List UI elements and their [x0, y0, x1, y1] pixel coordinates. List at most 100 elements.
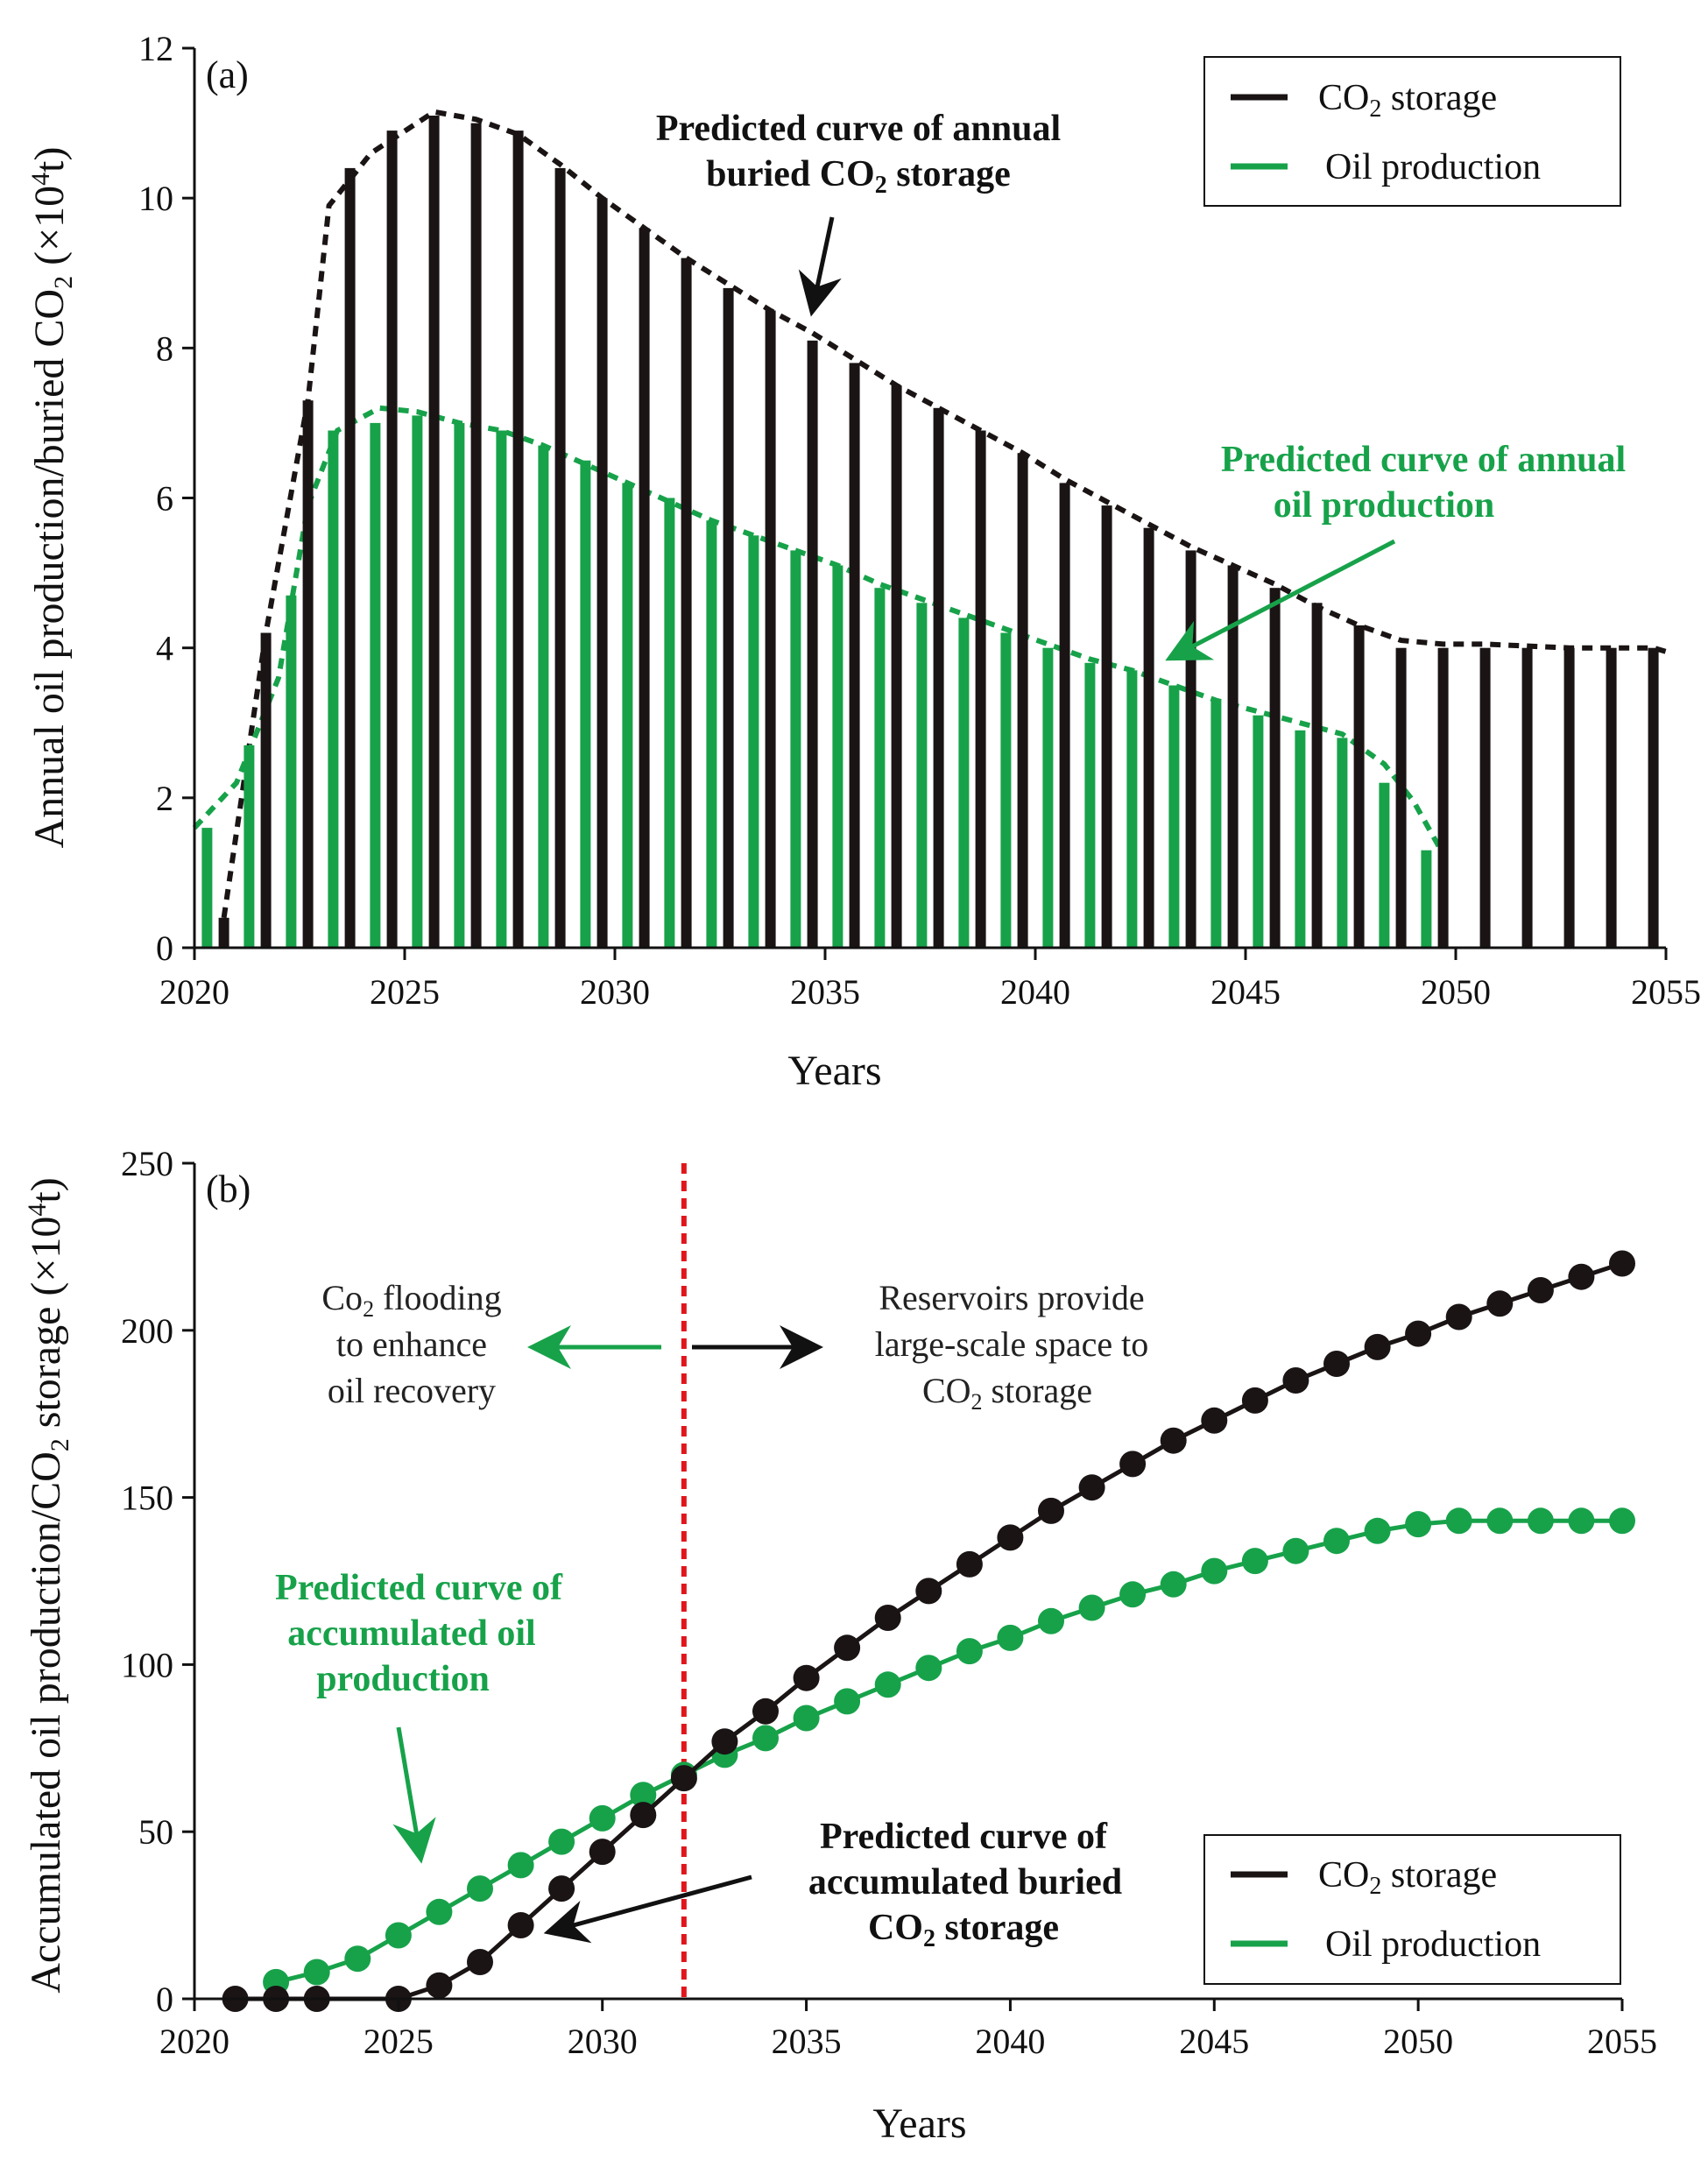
co2-point [1405, 1320, 1432, 1347]
oil-point [1038, 1607, 1064, 1634]
y-tick-label: 250 [121, 1144, 173, 1183]
y-tick-label: 100 [121, 1645, 173, 1684]
co2-bar [849, 363, 860, 948]
oil-point [1119, 1581, 1147, 1608]
co2-point [1486, 1290, 1514, 1317]
y-tick-label: 6 [156, 479, 173, 519]
trend-curve-co2-annual [221, 109, 1667, 919]
y-tick-label: 10 [138, 179, 173, 218]
panel-b-axes [193, 1163, 1622, 2001]
y-tick-label: 150 [121, 1479, 173, 1518]
oil-point [1078, 1594, 1105, 1621]
note-right-line3: CO2 storage [922, 1371, 1092, 1415]
x-tick-label: 2030 [568, 2022, 638, 2061]
co2-point [711, 1728, 738, 1755]
co2-bar [1479, 647, 1491, 948]
co2-point [1323, 1351, 1350, 1377]
co2-bar [1648, 647, 1659, 948]
panel-b-y-axis-label: Accumulated oil production/CO2 storage (… [23, 1177, 74, 1994]
oil-bar [1168, 685, 1180, 948]
note-left-line3: oil recovery [328, 1371, 496, 1410]
oil-bar [748, 535, 759, 948]
oil-bar [1210, 700, 1222, 948]
y-tick-label: 12 [138, 29, 173, 68]
co2-point [467, 1949, 493, 1975]
oil-bar [916, 603, 928, 948]
panel-b-x-axis-label: Years [872, 2100, 966, 2147]
x-tick-label: 2020 [159, 2022, 229, 2061]
co2-bar [1563, 647, 1575, 948]
co2-bar [302, 400, 314, 948]
co2-bar [1606, 647, 1617, 948]
annotation-oil-curve-line2: oil production [1274, 485, 1494, 526]
oil-bar [538, 445, 549, 949]
co2-bar [1017, 453, 1028, 948]
panel-b-label: (b) [206, 1168, 251, 1211]
co2-bar [681, 258, 692, 949]
co2-point [956, 1550, 983, 1578]
co2-bar [470, 123, 482, 949]
co2-bar [639, 228, 650, 948]
co2-point [1160, 1427, 1187, 1454]
panel-b-ticks: 2020 2025 2030 2035 2040 2045 2050 2055 0 50 100 15… [121, 1144, 1657, 2061]
annotation-accum-co2-line3: CO2 storage [868, 1908, 1059, 1952]
x-tick-label: 2030 [580, 972, 650, 1012]
panel-b-legend: CO2 storage Oil production [1203, 1834, 1621, 1985]
oil-point [1445, 1507, 1472, 1535]
note-left-line2: to enhance [336, 1324, 487, 1364]
co2-bar [1311, 603, 1323, 948]
oil-bar [664, 498, 675, 948]
y-tick-label: 0 [156, 928, 173, 968]
oil-bar [201, 828, 213, 948]
co2-bar [512, 131, 524, 949]
x-tick-label: 2045 [1179, 2022, 1249, 2061]
oil-bar [1421, 850, 1432, 948]
co2-point [793, 1664, 820, 1691]
oil-bar [1337, 738, 1348, 948]
oil-point [1364, 1517, 1391, 1544]
panel-a-bars [201, 116, 1659, 949]
oil-point [1568, 1507, 1595, 1535]
oil-bar [1126, 670, 1138, 948]
co2-point [834, 1634, 861, 1662]
oil-point [507, 1852, 534, 1879]
y-tick-label: 2 [156, 779, 173, 818]
oil-bar [1253, 715, 1264, 948]
oil-point [834, 1688, 861, 1715]
oil-point [548, 1828, 575, 1855]
oil-point [426, 1898, 453, 1925]
co2-point [1568, 1263, 1595, 1290]
x-tick-label: 2050 [1383, 2022, 1453, 2061]
co2-point [997, 1524, 1024, 1551]
co2-bar [1101, 505, 1112, 948]
co2-bar [1185, 550, 1196, 948]
oil-bar [874, 588, 886, 948]
co2-point [670, 1765, 697, 1792]
oil-point [1282, 1537, 1309, 1564]
panel-b-legend-box [1203, 1834, 1621, 1985]
oil-bar [454, 422, 465, 948]
arrow-co2-annual [798, 216, 842, 317]
co2-point [874, 1605, 901, 1631]
co2-point [589, 1839, 616, 1866]
co2-bar [218, 917, 229, 948]
oil-point [1201, 1557, 1228, 1585]
oil-bar [1295, 730, 1306, 948]
oil-point [1609, 1507, 1635, 1535]
arrow-accum-co2 [543, 1874, 752, 1944]
oil-point [1241, 1548, 1268, 1575]
x-tick-label: 2035 [772, 2022, 842, 2061]
oil-point [793, 1705, 820, 1732]
arrow-oil-annual [1165, 539, 1396, 661]
co2-point [1038, 1497, 1064, 1524]
x-tick-label: 2035 [790, 972, 860, 1012]
co2-point [1119, 1451, 1147, 1478]
co2-bar [344, 167, 356, 948]
co2-point [1282, 1367, 1309, 1394]
arrow-accum-oil [392, 1726, 436, 1864]
co2-point [1609, 1250, 1635, 1277]
oil-bar [958, 618, 970, 948]
oil-point [997, 1624, 1024, 1651]
panel-a-legend-box [1203, 56, 1621, 207]
